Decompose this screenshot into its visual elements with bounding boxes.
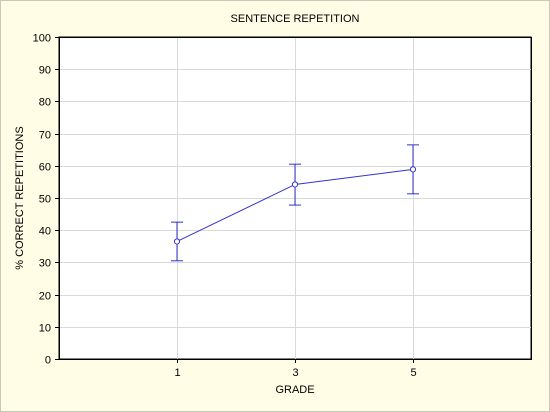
series-group bbox=[171, 144, 419, 262]
chart-title: SENTENCE REPETITION bbox=[231, 13, 360, 25]
x-axis-label: GRADE bbox=[275, 384, 314, 396]
data-point bbox=[291, 181, 299, 188]
y-tick-label: 70 bbox=[39, 130, 51, 142]
y-tick-label: 40 bbox=[39, 226, 51, 238]
y-tick-label: 10 bbox=[39, 323, 51, 335]
y-tick-label: 0 bbox=[45, 355, 51, 367]
x-axis-ticks: 1 3 5 bbox=[174, 359, 417, 379]
y-tick-label: 60 bbox=[39, 162, 51, 174]
data-point bbox=[173, 238, 181, 245]
x-tick-label: 5 bbox=[410, 367, 416, 379]
y-tick-label: 100 bbox=[33, 33, 51, 45]
y-tick-label: 50 bbox=[39, 194, 51, 206]
x-tick-label: 3 bbox=[292, 367, 298, 379]
y-tick-label: 30 bbox=[39, 258, 51, 270]
y-tick-label: 90 bbox=[39, 65, 51, 77]
y-tick-label: 20 bbox=[39, 291, 51, 303]
y-tick-label: 80 bbox=[39, 97, 51, 109]
x-tick-label: 1 bbox=[174, 367, 180, 379]
y-axis-ticks: 0 10 20 30 40 50 60 70 80 90 100 bbox=[33, 33, 59, 367]
data-point bbox=[409, 166, 417, 173]
y-axis-label: % CORRECT REPETITIONS bbox=[14, 126, 26, 269]
